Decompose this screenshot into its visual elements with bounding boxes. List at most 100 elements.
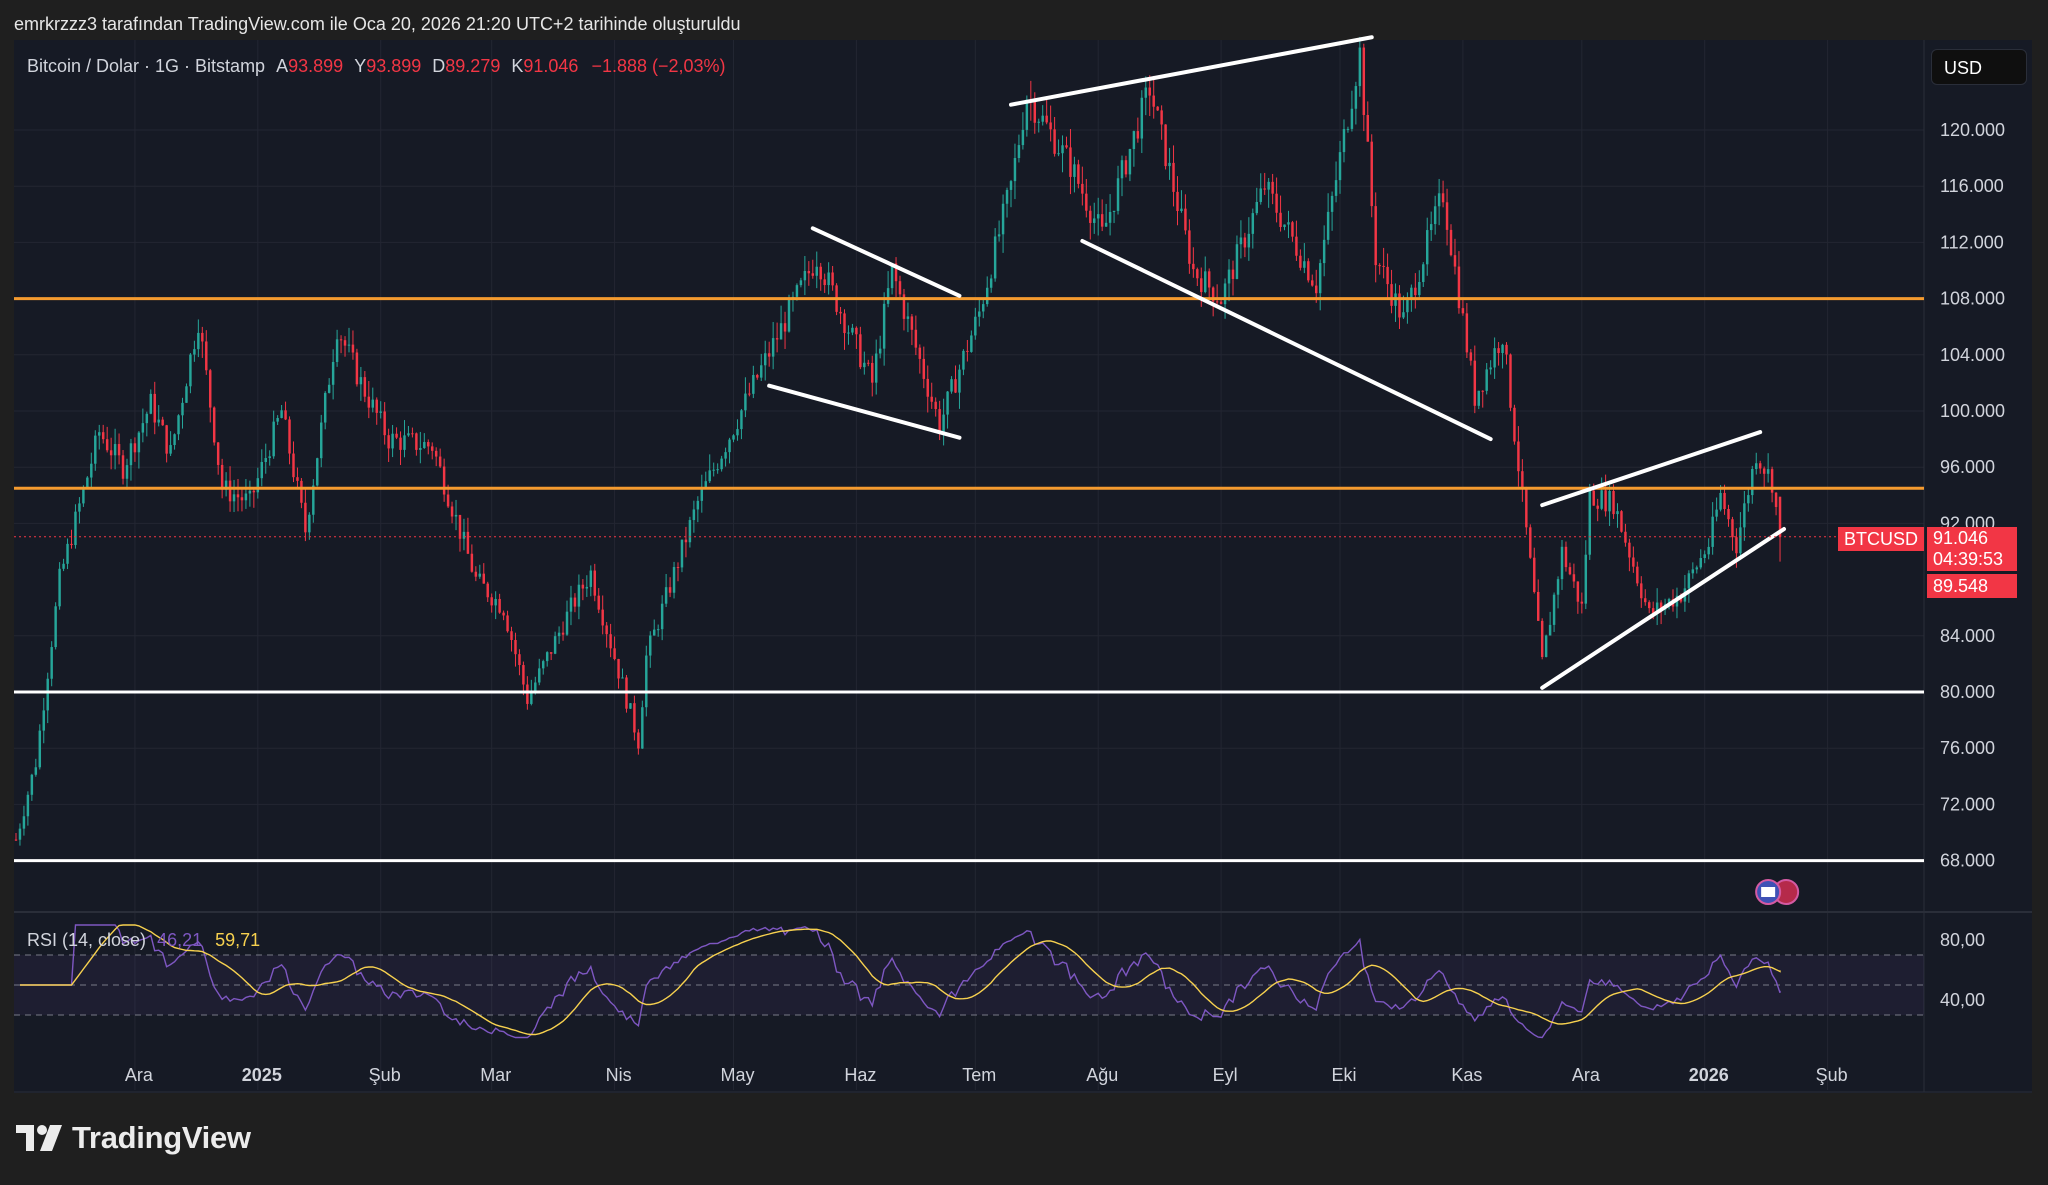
currency-button[interactable]: USD bbox=[1931, 49, 2027, 85]
candle bbox=[985, 276, 989, 307]
candle bbox=[756, 373, 759, 380]
candle-body bbox=[121, 455, 125, 479]
candle-body bbox=[1112, 210, 1116, 212]
candle-body bbox=[514, 639, 517, 655]
candle bbox=[1176, 176, 1179, 226]
candle-body bbox=[486, 583, 489, 598]
candle-body bbox=[1774, 492, 1778, 508]
open-value: 93.899 bbox=[288, 56, 344, 76]
candle-body bbox=[177, 415, 180, 435]
symbol-name[interactable]: Bitcoin / Dolar · 1G · Bitstamp bbox=[27, 56, 266, 76]
candle bbox=[752, 365, 755, 399]
candle-body bbox=[442, 466, 446, 495]
candle bbox=[431, 442, 434, 460]
candle-body bbox=[867, 362, 870, 364]
candle-body bbox=[411, 433, 414, 435]
candle-body bbox=[113, 444, 117, 456]
candle-body bbox=[1667, 599, 1671, 605]
candle-body bbox=[696, 500, 700, 510]
candle-body bbox=[1255, 201, 1259, 214]
candle-body bbox=[86, 477, 89, 488]
candle bbox=[331, 349, 335, 400]
candle bbox=[1616, 503, 1619, 528]
candle bbox=[98, 424, 101, 450]
candle bbox=[74, 504, 77, 549]
candle-body bbox=[763, 353, 767, 366]
candle bbox=[450, 501, 454, 524]
candle bbox=[1311, 274, 1314, 287]
candle bbox=[549, 652, 553, 661]
candle-body bbox=[954, 379, 957, 393]
candle bbox=[882, 292, 886, 366]
candle-body bbox=[561, 632, 565, 635]
candle-body bbox=[878, 348, 882, 354]
candle bbox=[1727, 504, 1730, 527]
candle bbox=[438, 448, 442, 469]
price-axis-label: 80.000 bbox=[1940, 682, 1995, 702]
candle-body bbox=[526, 684, 529, 704]
candle-body bbox=[1762, 468, 1766, 474]
candle bbox=[1536, 579, 1540, 621]
candle bbox=[593, 563, 596, 602]
candle bbox=[1184, 194, 1187, 235]
candle-body bbox=[268, 456, 271, 459]
candle-body bbox=[1164, 124, 1167, 167]
candle bbox=[541, 659, 545, 675]
candle-body bbox=[1168, 162, 1171, 167]
candle-body bbox=[1275, 193, 1278, 213]
candle bbox=[1136, 117, 1140, 143]
candle-body bbox=[1584, 554, 1588, 604]
candle bbox=[1414, 273, 1417, 309]
candle bbox=[165, 424, 168, 463]
candle bbox=[1021, 112, 1025, 150]
candle-body bbox=[490, 597, 493, 606]
candle-body bbox=[1453, 255, 1457, 267]
tradingview-logo[interactable]: TradingView bbox=[16, 1120, 251, 1156]
candle bbox=[407, 425, 410, 437]
candle-body bbox=[609, 634, 612, 649]
high-value: 93.899 bbox=[366, 56, 422, 76]
candle-body bbox=[530, 691, 533, 704]
candle-body bbox=[34, 767, 38, 775]
candle-body bbox=[1398, 293, 1401, 318]
candle-body bbox=[1536, 591, 1540, 621]
candle-body bbox=[538, 668, 541, 683]
candle-body bbox=[1322, 239, 1326, 264]
rsi-name[interactable]: RSI (14, close) bbox=[27, 930, 147, 950]
candle-body bbox=[288, 419, 291, 454]
candle bbox=[736, 419, 739, 441]
candle bbox=[1307, 258, 1310, 283]
candle-body bbox=[1441, 193, 1445, 203]
candle bbox=[1774, 492, 1778, 516]
candle bbox=[1406, 292, 1409, 324]
candle-body bbox=[54, 606, 57, 648]
candle-body bbox=[930, 396, 933, 402]
candle-body bbox=[1513, 407, 1516, 442]
candle-body bbox=[216, 442, 220, 465]
candle-body bbox=[649, 635, 652, 656]
candle bbox=[506, 610, 509, 633]
candle-body bbox=[94, 435, 97, 464]
candle-body bbox=[886, 288, 890, 304]
candle bbox=[744, 377, 747, 418]
candle-body bbox=[403, 435, 406, 450]
candle-body bbox=[371, 399, 375, 408]
candle-body bbox=[141, 423, 145, 433]
candle-body bbox=[427, 442, 430, 447]
candle-body bbox=[760, 365, 763, 378]
candle-body bbox=[593, 570, 596, 596]
candle-body bbox=[1235, 244, 1239, 279]
candle bbox=[779, 305, 783, 340]
candle-body bbox=[946, 391, 949, 415]
candle bbox=[649, 631, 652, 668]
candle bbox=[1069, 128, 1072, 195]
candle-body bbox=[1477, 390, 1480, 406]
candle bbox=[1172, 145, 1175, 207]
candle-body bbox=[1687, 573, 1691, 589]
candle bbox=[62, 558, 65, 572]
candle bbox=[1207, 268, 1211, 299]
candle bbox=[1489, 360, 1492, 375]
candle bbox=[613, 636, 616, 661]
candle-body bbox=[58, 568, 61, 607]
